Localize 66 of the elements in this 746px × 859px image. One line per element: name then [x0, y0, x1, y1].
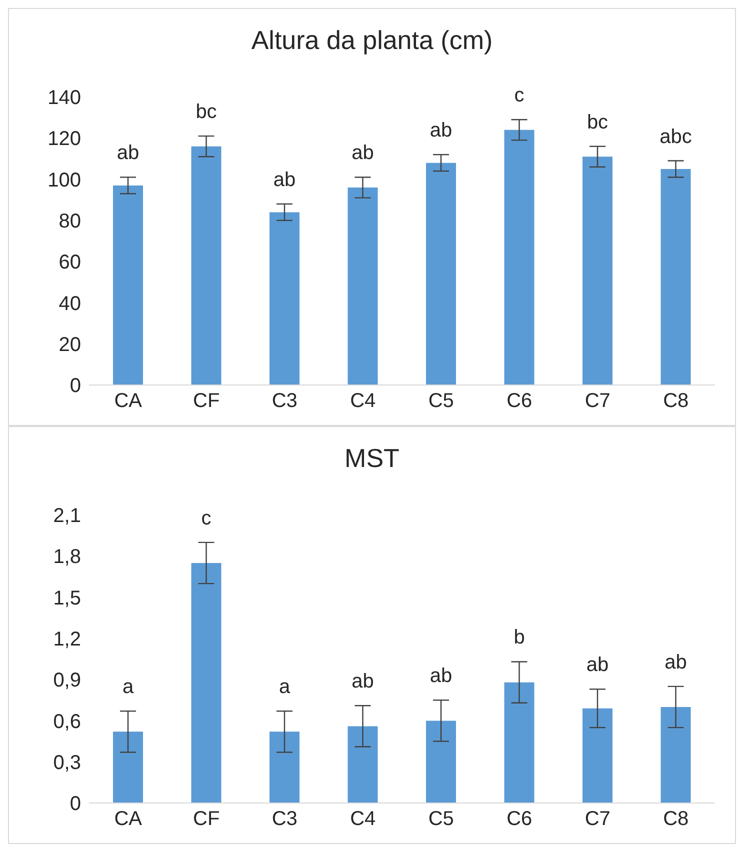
annotation: ab [273, 168, 296, 191]
x-tick-label: C7 [584, 808, 610, 830]
annotation: ab [664, 651, 687, 674]
y-tick-label: 100 [48, 169, 81, 192]
x-tick-label: C3 [272, 390, 298, 412]
annotation: ab [586, 654, 609, 676]
bar [348, 188, 378, 385]
x-tick-label: CA [114, 390, 143, 412]
y-tick-label: 1,5 [53, 587, 81, 610]
y-tick-label: 0 [70, 793, 81, 816]
y-tick-label: 2,1 [53, 505, 81, 528]
x-tick-label: CF [193, 390, 220, 412]
x-tick-label: CF [193, 808, 220, 830]
annotation: bc [586, 111, 608, 134]
x-tick-label: C4 [350, 808, 376, 830]
annotation: ab [430, 120, 452, 142]
y-tick-label: 40 [58, 292, 81, 315]
bar [270, 732, 300, 803]
annotation: ab [352, 142, 374, 164]
y-tick-label: 1,2 [53, 628, 81, 651]
x-tick-label: C5 [428, 808, 454, 830]
y-tick-label: 0,3 [53, 752, 81, 774]
bar [191, 563, 222, 803]
annotation: a [278, 676, 291, 698]
x-tick-label: C8 [663, 808, 689, 830]
y-tick-label: 80 [58, 210, 81, 233]
bar [660, 169, 691, 385]
annotation: bc [196, 101, 217, 124]
x-tick-label: C3 [272, 808, 298, 830]
annotation: b [514, 626, 525, 649]
bar [504, 682, 534, 803]
y-tick-label: 0,6 [53, 710, 81, 733]
bar [426, 720, 456, 803]
y-tick-label: 140 [48, 87, 81, 110]
y-tick-label: 20 [58, 334, 81, 356]
chart-title: MST [344, 442, 400, 475]
annotation: a [122, 676, 134, 698]
x-tick-label: C4 [350, 390, 376, 412]
annotation: ab [352, 670, 374, 693]
bar [426, 162, 456, 385]
bar [270, 212, 300, 385]
x-tick-label: C7 [584, 390, 610, 412]
annotation: c [201, 507, 212, 530]
annotation: ab [116, 142, 140, 164]
annotation: abc [660, 126, 692, 148]
bar [660, 707, 691, 803]
bar [191, 146, 222, 385]
bar [113, 732, 143, 803]
y-tick-label: 0 [70, 375, 81, 398]
y-tick-label: 1,8 [53, 546, 81, 568]
bar [113, 185, 143, 385]
x-tick-label: CA [114, 808, 143, 830]
x-tick-label: C6 [506, 390, 532, 412]
y-tick-label: 0,9 [53, 670, 81, 692]
x-tick-label: C6 [506, 808, 532, 830]
bar [582, 156, 612, 385]
bar [504, 130, 534, 385]
x-tick-label: C5 [428, 390, 454, 412]
x-tick-label: C8 [663, 390, 689, 412]
bar [348, 726, 378, 803]
annotation: c [514, 84, 524, 107]
y-tick-label: 120 [48, 128, 81, 150]
annotation: ab [430, 665, 452, 688]
bar [582, 708, 612, 803]
y-tick-label: 60 [58, 252, 81, 274]
chart-title: Altura da planta (cm) [250, 24, 494, 57]
